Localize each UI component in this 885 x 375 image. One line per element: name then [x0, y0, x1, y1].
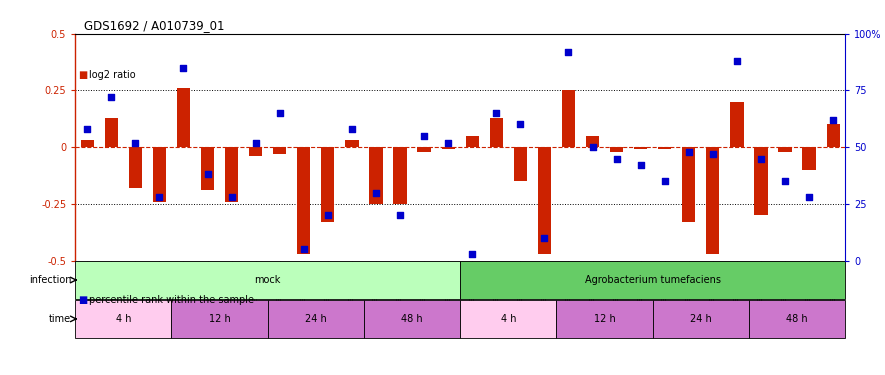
Bar — [172, 300, 267, 338]
Point — [201, 171, 215, 177]
Bar — [177, 88, 190, 147]
Bar — [345, 140, 358, 147]
Bar — [273, 147, 287, 154]
Bar — [394, 147, 407, 204]
Point — [320, 212, 335, 218]
Point — [466, 251, 480, 257]
Bar — [557, 300, 652, 338]
Point — [441, 140, 455, 146]
Bar — [104, 118, 118, 147]
Point — [754, 156, 768, 162]
Text: 48 h: 48 h — [401, 314, 423, 324]
Bar — [460, 261, 845, 299]
Bar — [682, 147, 696, 222]
Bar — [201, 147, 214, 190]
Point — [81, 126, 95, 132]
Text: infection: infection — [29, 275, 72, 285]
Text: percentile rank within the sample: percentile rank within the sample — [89, 295, 254, 305]
Bar — [442, 147, 455, 149]
Point — [537, 235, 551, 241]
Text: mock: mock — [255, 275, 281, 285]
Point — [345, 126, 359, 132]
Point — [826, 117, 840, 123]
Point — [778, 178, 792, 184]
Bar — [658, 147, 672, 149]
Text: ■: ■ — [78, 70, 87, 80]
Point — [634, 162, 648, 168]
Bar — [321, 147, 335, 222]
Point — [802, 194, 816, 200]
Bar — [652, 300, 749, 338]
Point — [249, 140, 263, 146]
Bar — [267, 300, 364, 338]
Point — [273, 110, 287, 116]
Bar — [297, 147, 311, 254]
Point — [369, 189, 383, 195]
Text: 24 h: 24 h — [690, 314, 712, 324]
Point — [104, 94, 119, 100]
Point — [489, 110, 504, 116]
Point — [417, 133, 431, 139]
Bar — [706, 147, 720, 254]
Bar — [803, 147, 816, 170]
Text: 12 h: 12 h — [594, 314, 615, 324]
Point — [296, 246, 311, 252]
Bar — [128, 147, 142, 188]
Point — [128, 140, 142, 146]
Bar — [562, 90, 575, 147]
Text: GDS1692 / A010739_01: GDS1692 / A010739_01 — [84, 19, 225, 32]
Bar — [364, 300, 460, 338]
Text: 4 h: 4 h — [116, 314, 131, 324]
Bar — [249, 147, 262, 156]
Text: 24 h: 24 h — [305, 314, 327, 324]
Text: log2 ratio: log2 ratio — [89, 70, 136, 80]
Text: 4 h: 4 h — [501, 314, 516, 324]
Bar — [827, 124, 840, 147]
Point — [705, 151, 720, 157]
Point — [225, 194, 239, 200]
Bar — [754, 147, 767, 215]
Bar — [749, 300, 845, 338]
Text: 48 h: 48 h — [786, 314, 808, 324]
Text: ■: ■ — [78, 295, 87, 305]
Point — [561, 49, 575, 55]
Point — [610, 156, 624, 162]
Point — [393, 212, 407, 218]
Bar — [153, 147, 166, 202]
Point — [658, 178, 672, 184]
Bar — [586, 136, 599, 147]
Bar — [81, 140, 94, 147]
Point — [176, 65, 190, 71]
Text: time: time — [50, 314, 72, 324]
Text: 12 h: 12 h — [209, 314, 230, 324]
Bar — [369, 147, 382, 204]
Point — [513, 122, 527, 128]
Bar — [466, 136, 479, 147]
Bar — [75, 261, 460, 299]
Bar — [610, 147, 623, 152]
Bar — [634, 147, 647, 149]
Point — [681, 149, 696, 155]
Bar — [225, 147, 238, 202]
Bar — [779, 147, 792, 152]
Point — [152, 194, 166, 200]
Bar — [513, 147, 527, 181]
Point — [730, 58, 744, 64]
Bar — [418, 147, 431, 152]
Bar — [75, 300, 172, 338]
Bar — [489, 118, 503, 147]
Point — [586, 144, 600, 150]
Bar — [730, 102, 743, 147]
Bar — [460, 300, 557, 338]
Text: Agrobacterium tumefaciens: Agrobacterium tumefaciens — [585, 275, 720, 285]
Bar — [538, 147, 551, 254]
